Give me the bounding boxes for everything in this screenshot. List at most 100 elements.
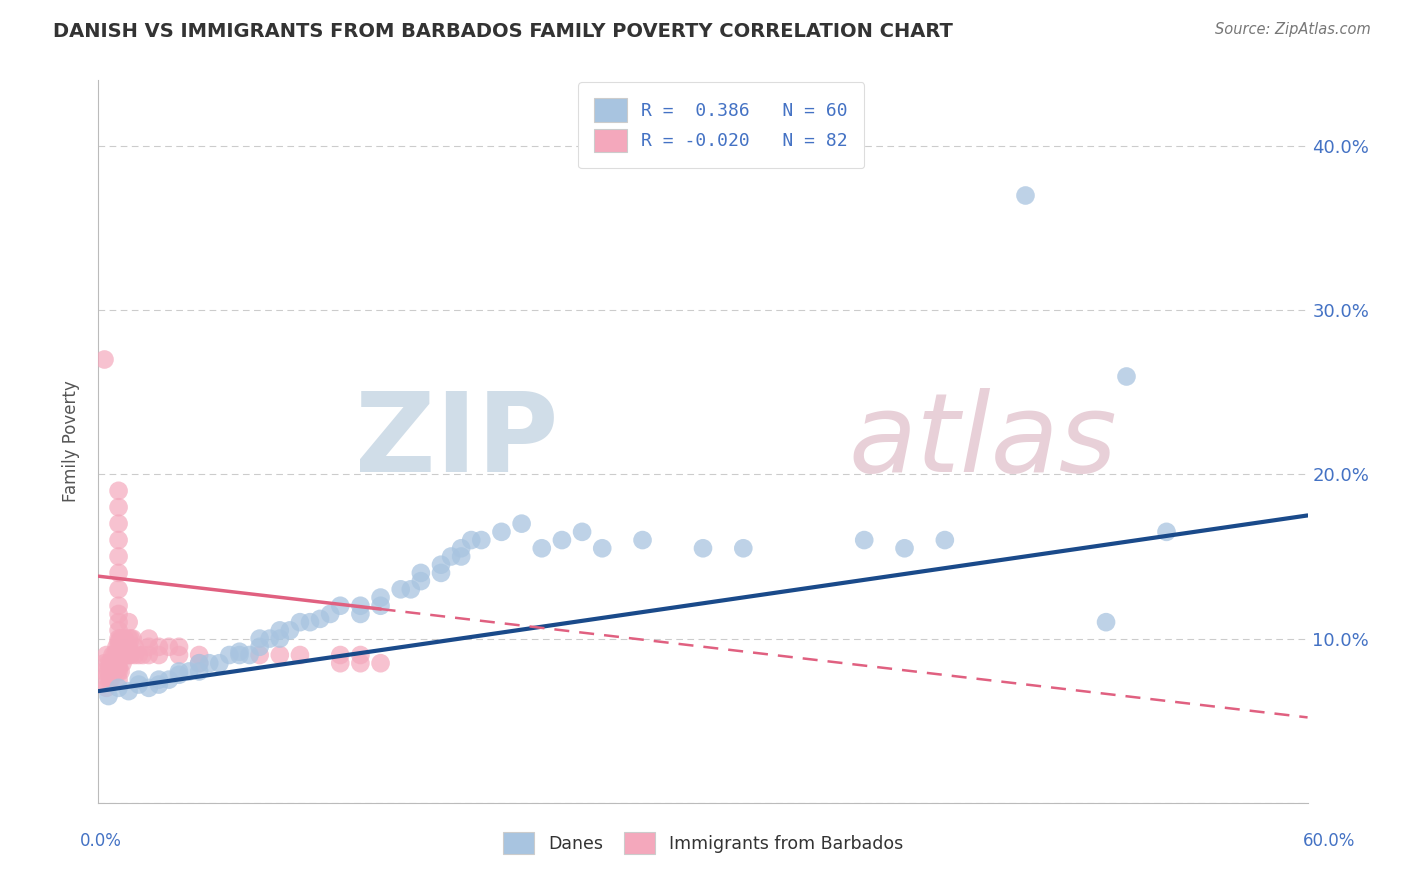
Point bbox=[107, 500, 129, 515]
Point bbox=[329, 657, 352, 671]
Point bbox=[288, 615, 311, 630]
Point bbox=[111, 657, 134, 671]
Point bbox=[110, 665, 132, 679]
Point bbox=[107, 657, 129, 671]
Point bbox=[118, 684, 141, 698]
Point bbox=[148, 673, 170, 687]
Point bbox=[934, 533, 956, 547]
Point bbox=[269, 632, 291, 646]
Point bbox=[349, 607, 371, 621]
Point bbox=[470, 533, 492, 547]
Point bbox=[105, 648, 128, 662]
Point bbox=[319, 607, 342, 621]
Y-axis label: Family Poverty: Family Poverty bbox=[62, 381, 80, 502]
Point bbox=[329, 599, 352, 613]
Point bbox=[167, 665, 190, 679]
Point bbox=[157, 640, 180, 654]
Point bbox=[198, 657, 221, 671]
Point bbox=[208, 657, 231, 671]
Point bbox=[107, 640, 129, 654]
Point bbox=[148, 640, 170, 654]
Point bbox=[100, 673, 122, 687]
Point bbox=[114, 648, 136, 662]
Point bbox=[733, 541, 755, 556]
Point bbox=[249, 640, 271, 654]
Point bbox=[370, 591, 392, 605]
Point bbox=[100, 657, 122, 671]
Point bbox=[107, 566, 129, 580]
Point bbox=[510, 516, 533, 531]
Point bbox=[91, 673, 114, 687]
Point bbox=[118, 615, 141, 630]
Point bbox=[631, 533, 654, 547]
Point bbox=[107, 549, 129, 564]
Text: 0.0%: 0.0% bbox=[80, 831, 122, 849]
Point bbox=[132, 648, 155, 662]
Point bbox=[111, 648, 134, 662]
Point bbox=[228, 648, 250, 662]
Point bbox=[1115, 368, 1137, 383]
Point bbox=[138, 681, 160, 695]
Point bbox=[138, 632, 160, 646]
Point bbox=[409, 566, 432, 580]
Point bbox=[107, 651, 129, 665]
Point bbox=[96, 681, 118, 695]
Point bbox=[148, 677, 170, 691]
Point bbox=[107, 624, 129, 638]
Point bbox=[179, 665, 201, 679]
Point bbox=[103, 648, 125, 662]
Point bbox=[450, 541, 472, 556]
Point bbox=[218, 648, 240, 662]
Point bbox=[591, 541, 613, 556]
Point bbox=[853, 533, 876, 547]
Point bbox=[167, 667, 190, 681]
Point bbox=[107, 632, 129, 646]
Point bbox=[370, 599, 392, 613]
Point bbox=[107, 673, 129, 687]
Point bbox=[551, 533, 574, 547]
Point bbox=[239, 648, 262, 662]
Point bbox=[278, 624, 301, 638]
Point bbox=[97, 657, 120, 671]
Point bbox=[491, 524, 513, 539]
Point bbox=[188, 657, 211, 671]
Point bbox=[97, 673, 120, 687]
Point bbox=[228, 645, 250, 659]
Text: Source: ZipAtlas.com: Source: ZipAtlas.com bbox=[1215, 22, 1371, 37]
Point bbox=[259, 632, 281, 646]
Point bbox=[105, 640, 128, 654]
Point bbox=[430, 566, 453, 580]
Point bbox=[188, 665, 211, 679]
Point bbox=[100, 665, 122, 679]
Point bbox=[1014, 188, 1036, 202]
Point bbox=[107, 615, 129, 630]
Point bbox=[114, 632, 136, 646]
Point bbox=[93, 352, 115, 367]
Point bbox=[389, 582, 412, 597]
Point bbox=[1156, 524, 1178, 539]
Point bbox=[107, 665, 129, 679]
Point bbox=[107, 599, 129, 613]
Point bbox=[118, 640, 141, 654]
Point bbox=[110, 632, 132, 646]
Point bbox=[96, 648, 118, 662]
Point bbox=[450, 549, 472, 564]
Point bbox=[692, 541, 714, 556]
Point bbox=[114, 640, 136, 654]
Point bbox=[120, 632, 142, 646]
Point bbox=[101, 665, 124, 679]
Point bbox=[167, 640, 190, 654]
Point bbox=[107, 533, 129, 547]
Point bbox=[530, 541, 553, 556]
Point bbox=[349, 657, 371, 671]
Point bbox=[440, 549, 463, 564]
Point bbox=[111, 632, 134, 646]
Point bbox=[118, 632, 141, 646]
Point bbox=[349, 648, 371, 662]
Point bbox=[110, 648, 132, 662]
Point bbox=[288, 648, 311, 662]
Point bbox=[107, 661, 129, 675]
Point bbox=[107, 516, 129, 531]
Point bbox=[409, 574, 432, 588]
Point bbox=[148, 648, 170, 662]
